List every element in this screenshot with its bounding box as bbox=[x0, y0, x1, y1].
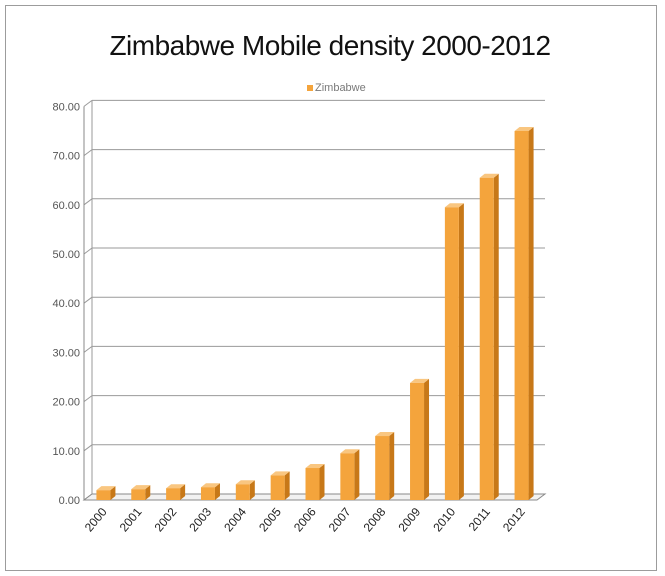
bar-front bbox=[410, 382, 425, 500]
bar-top bbox=[270, 471, 290, 476]
bar-side bbox=[528, 127, 534, 500]
x-tick-label: 2008 bbox=[361, 505, 389, 535]
y-tick-label: 70.00 bbox=[52, 151, 80, 163]
bar-top bbox=[305, 464, 325, 469]
bar-top bbox=[514, 127, 534, 131]
bar-side bbox=[354, 449, 360, 500]
bar-front bbox=[96, 490, 111, 500]
gridline-side bbox=[83, 444, 93, 452]
bar-side bbox=[284, 471, 290, 500]
bar-front bbox=[375, 436, 390, 500]
y-tick-label: 20.00 bbox=[52, 397, 80, 409]
x-tick-label: 2010 bbox=[430, 505, 458, 535]
bar bbox=[340, 449, 360, 500]
bar bbox=[479, 173, 499, 501]
bar bbox=[200, 483, 220, 500]
x-tick-label: 2004 bbox=[221, 505, 249, 535]
bar-top bbox=[340, 449, 360, 454]
bar bbox=[270, 471, 290, 500]
gridline-side bbox=[83, 100, 93, 107]
gridline-side bbox=[83, 345, 93, 353]
bar bbox=[514, 127, 534, 500]
bar-front bbox=[305, 468, 320, 500]
bar-side bbox=[145, 485, 151, 500]
bar-top bbox=[166, 484, 186, 489]
gridline-side bbox=[83, 247, 93, 255]
bar-side bbox=[493, 173, 499, 501]
y-tick-label: 50.00 bbox=[52, 249, 80, 261]
bar-front bbox=[235, 484, 250, 500]
x-tick-label: 2012 bbox=[500, 505, 528, 535]
x-tick-label: 2001 bbox=[117, 505, 145, 535]
bars bbox=[96, 127, 534, 501]
y-tick-label: 30.00 bbox=[52, 347, 80, 359]
x-tick-labels: 2000 2001 2002 2003 2004 2005 2006 2007 2008 2009… bbox=[82, 505, 528, 535]
legend-swatch bbox=[307, 85, 313, 91]
x-tick-label: 2006 bbox=[291, 505, 319, 535]
bar-front bbox=[270, 475, 285, 500]
bar-front bbox=[166, 488, 181, 500]
bar bbox=[305, 464, 325, 500]
bar bbox=[235, 480, 255, 500]
bar-side bbox=[389, 432, 395, 500]
bar bbox=[166, 484, 186, 500]
y-tick-label: 0.00 bbox=[59, 495, 80, 507]
bar-top bbox=[200, 483, 220, 488]
bar bbox=[410, 378, 430, 500]
bar-top bbox=[410, 378, 430, 383]
y-tick-label: 10.00 bbox=[52, 446, 80, 458]
chart-title: Zimbabwe Mobile density 2000-2012 bbox=[109, 30, 550, 61]
bar-side bbox=[319, 464, 325, 500]
legend-label: Zimbabwe bbox=[315, 82, 366, 94]
y-tick-labels: 0.00 10.00 20.00 30.00 40.00 50.00 60.00 70.00 8… bbox=[52, 101, 80, 507]
bar-top bbox=[131, 485, 151, 490]
bar-side bbox=[249, 480, 255, 500]
x-tick-label: 2011 bbox=[466, 505, 494, 534]
bar bbox=[375, 432, 395, 500]
bar-top bbox=[96, 486, 116, 491]
gridline-side bbox=[83, 296, 93, 304]
bar-side bbox=[458, 203, 464, 500]
y-tick-label: 60.00 bbox=[52, 200, 80, 212]
chart-frame bbox=[5, 5, 657, 571]
bar bbox=[444, 203, 464, 500]
x-tick-label: 2003 bbox=[186, 505, 214, 535]
x-tick-label: 2009 bbox=[395, 505, 423, 535]
bar bbox=[131, 485, 151, 500]
bar-top bbox=[375, 432, 395, 437]
bar-side bbox=[214, 483, 220, 500]
bar-top bbox=[444, 203, 464, 208]
bar bbox=[96, 486, 116, 500]
x-tick-label: 2007 bbox=[326, 505, 354, 535]
gridline-side bbox=[83, 395, 93, 403]
gridlines bbox=[83, 99, 545, 501]
bar-side bbox=[110, 486, 116, 500]
bar-front bbox=[444, 207, 459, 500]
bar-front bbox=[131, 489, 146, 500]
bar-top bbox=[235, 480, 255, 485]
x-tick-label: 2005 bbox=[256, 505, 284, 535]
bar-top bbox=[479, 173, 499, 178]
bar-front bbox=[479, 177, 494, 501]
y-tick-label: 80.00 bbox=[52, 101, 80, 113]
bar-side bbox=[424, 378, 430, 500]
x-tick-label: 2002 bbox=[152, 505, 180, 535]
bar-front bbox=[340, 453, 355, 500]
bar-front bbox=[514, 131, 529, 500]
legend: Zimbabwe bbox=[307, 82, 366, 94]
bar-front bbox=[200, 487, 215, 500]
y-tick-label: 40.00 bbox=[52, 298, 80, 310]
gridline-side bbox=[83, 149, 93, 157]
bar-side bbox=[180, 484, 186, 500]
axes bbox=[82, 100, 547, 501]
x-tick-label: 2000 bbox=[82, 505, 110, 535]
gridline-side bbox=[83, 198, 93, 206]
